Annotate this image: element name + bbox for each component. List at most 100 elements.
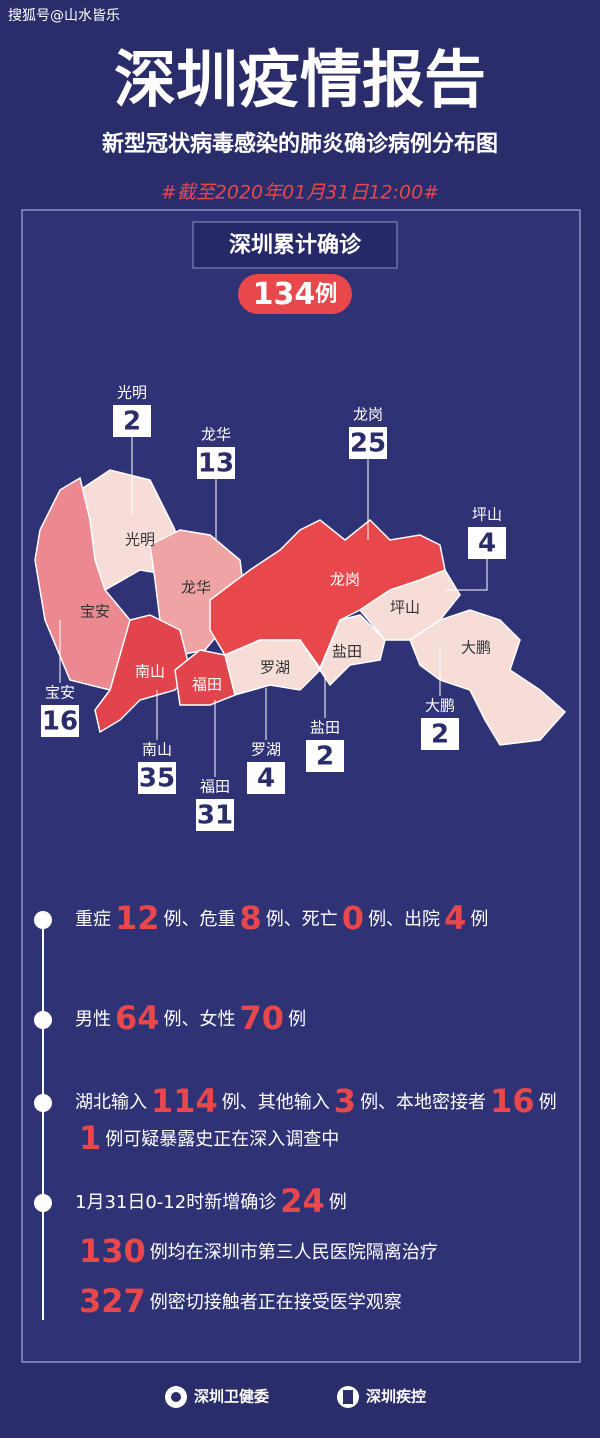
callout-box	[113, 405, 151, 437]
district-area	[319, 614, 386, 687]
callout-value: 16	[42, 707, 78, 737]
district-label: 罗湖	[260, 659, 290, 677]
stat-number: 3	[334, 1082, 356, 1120]
callout-box	[196, 799, 234, 831]
callout-value: 35	[139, 764, 175, 794]
stat-line: 1 例可疑暴露史正在深入调查中	[79, 1119, 339, 1157]
stat-number: 12	[115, 899, 160, 937]
district-label: 坪山	[390, 599, 420, 617]
stat-text: 例、本地密接者	[360, 1092, 486, 1113]
callout-value: 13	[198, 449, 234, 479]
stat-number: 70	[240, 999, 285, 1037]
callout-box	[138, 762, 176, 794]
title: 深圳疫情报告	[114, 43, 486, 116]
callout-name: 盐田	[310, 719, 340, 737]
stat-text: 例、出院	[368, 909, 440, 930]
timeline-dot	[34, 1094, 52, 1112]
total-label-box	[192, 221, 398, 269]
footer-label: 深圳疾控	[366, 1388, 426, 1406]
callout-name: 龙华	[201, 426, 231, 444]
district-area	[409, 609, 567, 746]
logo-icon-inner	[343, 1390, 353, 1404]
district-label: 龙岗	[330, 571, 360, 589]
stat-number: 114	[151, 1082, 218, 1120]
callout-box	[306, 740, 344, 772]
stat-line: 327 例密切接触者正在接受医学观察	[79, 1282, 402, 1320]
date: #截至2020年01月31日12:00#	[161, 182, 439, 204]
stat-text: 例密切接触者正在接受医学观察	[150, 1292, 402, 1313]
stat-text: 例、其他输入	[222, 1092, 330, 1113]
total-pill	[238, 274, 352, 314]
stat-number: 327	[79, 1282, 146, 1320]
stat-text: 例、危重	[164, 909, 236, 930]
district-label: 光明	[125, 531, 155, 549]
district-label: 龙华	[181, 579, 211, 597]
stat-text: 例均在深圳市第三人民医院隔离治疗	[150, 1242, 438, 1263]
callout-value: 4	[257, 764, 275, 794]
district-label: 大鹏	[461, 639, 491, 657]
stat-text: 湖北输入	[75, 1092, 147, 1113]
stat-text: 例	[329, 1192, 347, 1213]
callout-box	[421, 718, 459, 750]
total-unit: 例	[315, 282, 337, 307]
callout-box	[41, 705, 79, 737]
callout-line	[445, 559, 488, 591]
district-label: 盐田	[332, 643, 362, 661]
stat-line: 重症 12 例、危重 8 例、死亡 0 例、出院 4 例	[75, 899, 488, 937]
callout-value: 31	[197, 801, 233, 831]
total-label: 深圳累计确诊	[229, 232, 362, 258]
stat-text: 例	[470, 909, 488, 930]
stat-number: 64	[115, 999, 160, 1037]
callout-value: 2	[123, 407, 141, 437]
panel	[21, 209, 581, 1363]
callout-value: 25	[350, 429, 386, 459]
stat-number: 130	[79, 1232, 146, 1270]
total-value: 134	[253, 277, 316, 312]
stat-text: 重症	[75, 909, 111, 930]
stat-text: 例、死亡	[266, 909, 338, 930]
callout-name: 光明	[117, 384, 147, 402]
stat-number: 8	[240, 899, 262, 937]
district-label: 宝安	[80, 603, 110, 621]
stat-line: 男性 64 例、女性 70 例	[75, 999, 306, 1037]
callout-value: 2	[316, 742, 334, 772]
callout-name: 罗湖	[251, 741, 281, 759]
stat-number: 24	[280, 1182, 325, 1220]
callout-box	[349, 427, 387, 459]
timeline-dot	[34, 911, 52, 929]
watermark: 搜狐号@山水皆乐	[8, 8, 120, 24]
callout-name: 龙岗	[353, 406, 383, 424]
callout-name: 宝安	[45, 684, 75, 702]
stat-line: 130 例均在深圳市第三人民医院隔离治疗	[79, 1232, 438, 1270]
callout-box	[468, 527, 506, 559]
stat-text: 例	[288, 1009, 306, 1030]
callout-name: 坪山	[472, 506, 502, 524]
stat-line: 1月31日0-12时新增确诊 24 例	[75, 1182, 347, 1220]
callout-value: 2	[431, 720, 449, 750]
stat-text: 例可疑暴露史正在深入调查中	[105, 1129, 339, 1150]
stat-number: 4	[444, 899, 466, 937]
district-area	[94, 614, 191, 734]
timeline-dot	[34, 1011, 52, 1029]
stat-number: 16	[490, 1082, 535, 1120]
stat-text: 例、女性	[164, 1009, 236, 1030]
stat-number: 0	[342, 899, 364, 937]
district-area	[224, 639, 321, 696]
map: 光明光明2龙华龙华13龙岗龙岗25坪山坪山4宝安宝安16南山南山35福田福田31…	[34, 384, 567, 831]
stat-text: 男性	[75, 1009, 111, 1030]
callout-value: 4	[478, 529, 496, 559]
total: 134例	[253, 277, 338, 312]
timeline-dot	[34, 1194, 52, 1212]
stat-number: 1	[79, 1119, 101, 1157]
callout-name: 大鹏	[425, 697, 455, 715]
stat-text: 1月31日0-12时新增确诊	[75, 1192, 276, 1213]
subtitle: 新型冠状病毒感染的肺炎确诊病例分布图	[102, 131, 498, 157]
callout-box	[197, 447, 235, 479]
stat-line: 湖北输入 114 例、其他输入 3 例、本地密接者 16 例	[75, 1082, 557, 1120]
callout-name: 福田	[200, 778, 230, 796]
stat-text: 例	[539, 1092, 557, 1113]
callout-name: 南山	[142, 741, 172, 759]
